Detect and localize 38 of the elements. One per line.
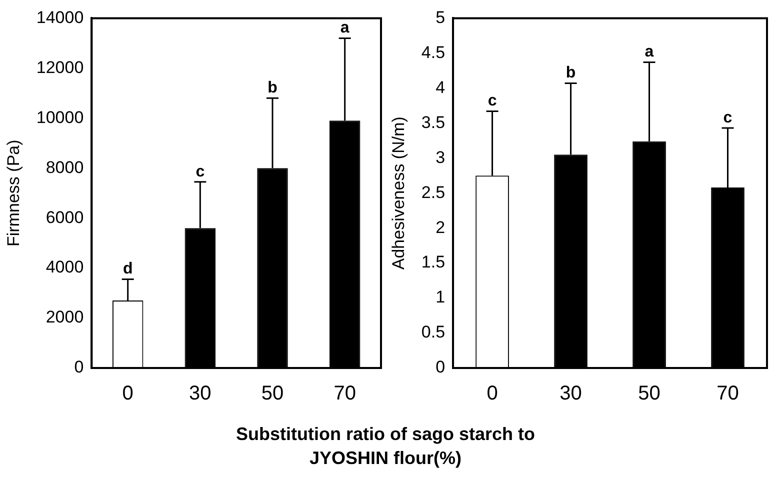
y-tick-label: 12000 bbox=[36, 58, 84, 77]
y-axis-title: Adhesiveness (N/m) bbox=[388, 116, 408, 270]
y-tick-label: 2 bbox=[436, 218, 446, 237]
y-tick-label: 5 bbox=[436, 8, 446, 27]
x-tick-label: 70 bbox=[334, 382, 356, 405]
y-tick-label: 3.5 bbox=[421, 112, 446, 132]
x-axis-title: Substitution ratio of sago starch to JYOSHIN flour(%) bbox=[236, 423, 536, 470]
y-tick-label: 2000 bbox=[46, 308, 84, 327]
y-tick-label: 0 bbox=[436, 358, 446, 377]
annotation: d bbox=[122, 260, 133, 278]
y-tick-label: 1.5 bbox=[421, 252, 446, 272]
annotation: c bbox=[196, 163, 205, 180]
y-tick-label: 2.5 bbox=[421, 182, 446, 202]
annotation: c bbox=[723, 109, 732, 126]
annotation: c bbox=[488, 92, 497, 110]
y-tick-label: 8000 bbox=[46, 158, 84, 177]
annotation: a bbox=[340, 20, 350, 37]
x-tick-label: 0 bbox=[122, 382, 134, 405]
x-tick-label: 30 bbox=[189, 382, 212, 405]
y-tick-label: 1 bbox=[436, 288, 446, 307]
x-tick-label: 0 bbox=[486, 382, 498, 405]
x-tick-label: 50 bbox=[638, 382, 660, 405]
x-tick-label: 70 bbox=[716, 382, 739, 405]
y-tick-label: 4 bbox=[436, 78, 446, 97]
y-tick-label: 14000 bbox=[36, 8, 84, 27]
y-tick-label: 10000 bbox=[36, 108, 84, 127]
y-tick-label: 3 bbox=[436, 148, 446, 167]
annotation: a bbox=[644, 44, 654, 61]
x-tick-label: 30 bbox=[560, 382, 582, 405]
y-tick-label: 4000 bbox=[46, 258, 84, 277]
annotation: b bbox=[268, 80, 278, 97]
y-tick-label: 4.5 bbox=[421, 42, 446, 62]
y-tick-label: 0.5 bbox=[421, 322, 446, 342]
y-tick-label: 0 bbox=[74, 358, 84, 377]
x-tick-label: 50 bbox=[261, 382, 284, 405]
y-tick-label: 6000 bbox=[46, 208, 84, 227]
annotation: b bbox=[566, 64, 576, 82]
y-axis-title: Firmness (Pa) bbox=[4, 140, 23, 246]
